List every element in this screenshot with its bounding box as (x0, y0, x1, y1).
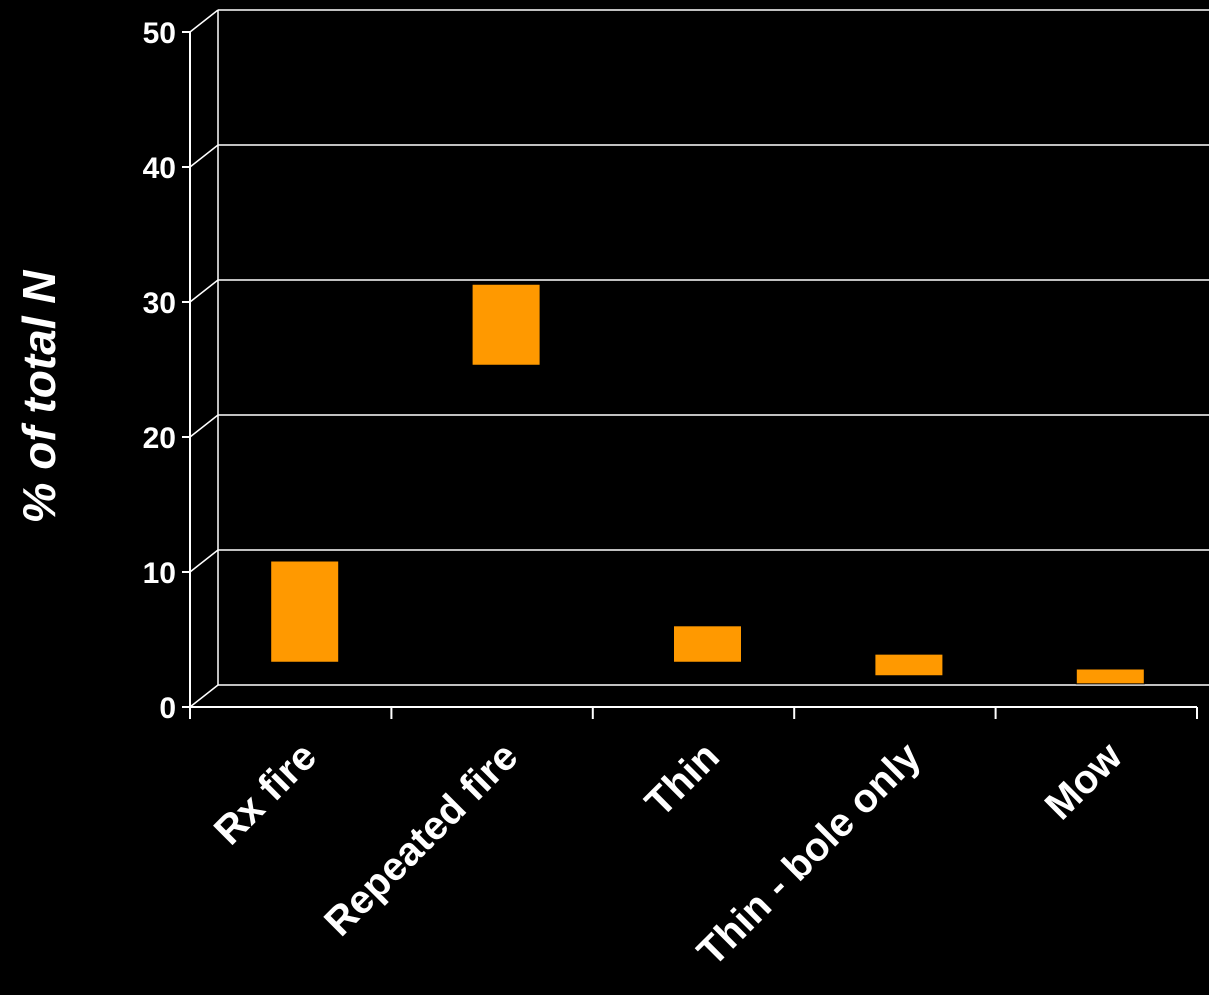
bar-repeated-fire (471, 283, 541, 366)
gridline-diagonal (189, 549, 219, 573)
x-tick-label: Mow (1037, 734, 1132, 829)
gridline-diagonal (189, 144, 219, 168)
gridlines (189, 9, 1209, 708)
gridline-diagonal (189, 279, 219, 303)
gridline-diagonal (189, 414, 219, 438)
y-tick-label: 40 (143, 152, 176, 185)
axes (182, 31, 1198, 719)
bar-thin (673, 625, 742, 663)
x-tick-label: Rx fire (206, 734, 325, 853)
bar-mow (1075, 668, 1145, 685)
y-tick-labels: 0 10 20 30 40 50 (143, 17, 176, 725)
y-tick-label: 30 (143, 287, 176, 320)
y-axis-title: % of total N (13, 270, 65, 524)
x-tick-label: Repeated fire (316, 734, 526, 944)
bars (270, 283, 1145, 685)
gridline-diagonal (189, 9, 219, 33)
x-tick-label: Thin (637, 734, 728, 825)
y-tick-label: 0 (159, 692, 176, 725)
y-tick-label: 20 (143, 422, 176, 455)
x-tick-label: Thin - bole only (689, 734, 930, 975)
gridline-diagonal (189, 684, 219, 708)
y-tick-label: 50 (143, 17, 176, 50)
bar-rx-fire (270, 560, 340, 663)
y-tick-label: 10 (143, 557, 176, 590)
bar-thin-bole-only (874, 653, 944, 677)
